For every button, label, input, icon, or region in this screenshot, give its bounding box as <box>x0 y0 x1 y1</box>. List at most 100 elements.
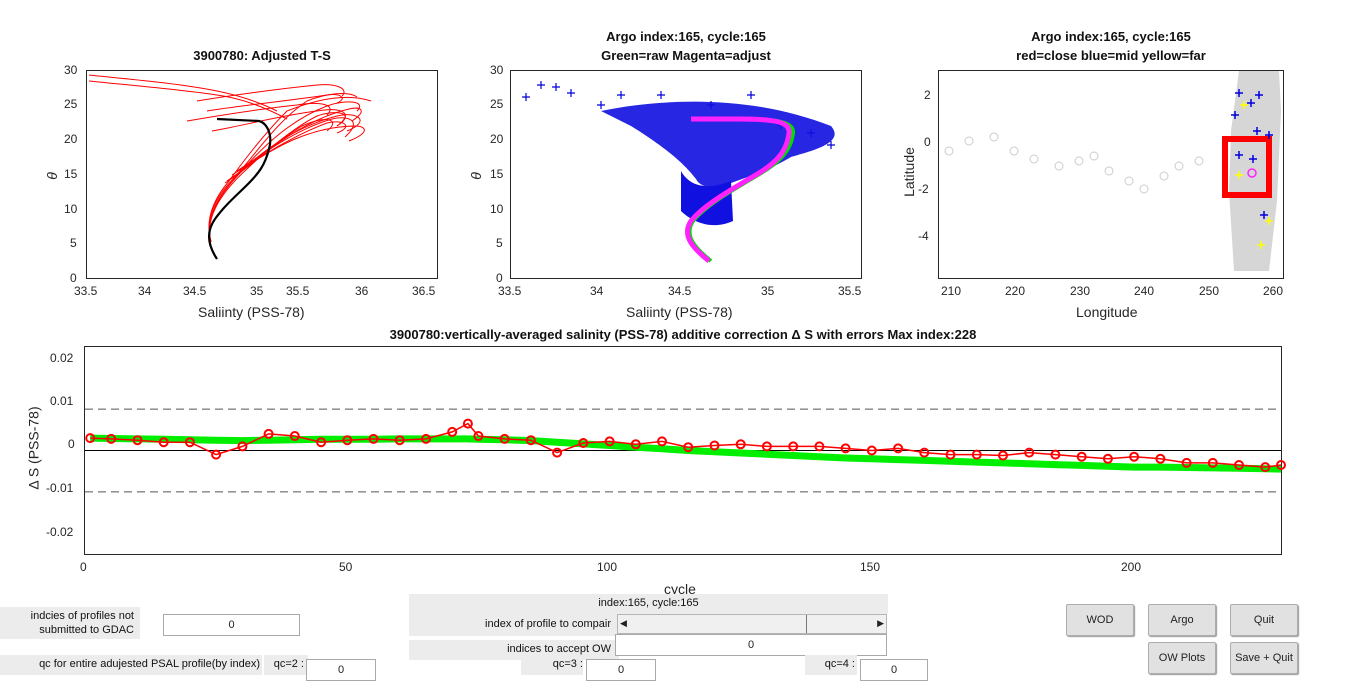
correction-point <box>1050 449 1061 460</box>
historical-cloud-body <box>601 101 835 188</box>
correction-point <box>462 418 473 429</box>
correction-point <box>709 440 720 451</box>
not-submitted-input[interactable]: 0 <box>163 614 300 636</box>
selection-box <box>1222 136 1272 198</box>
correction-point <box>1276 460 1286 470</box>
corr-xtick: 100 <box>597 560 618 574</box>
qc2-input[interactable]: 0 <box>306 659 376 681</box>
ts-ytick: 15 <box>64 167 78 181</box>
correction-point <box>1207 457 1218 468</box>
correction-point <box>158 437 169 448</box>
map-plot-axes[interactable] <box>938 70 1284 279</box>
correction-point <box>630 439 641 450</box>
corr-ytick: -0.02 <box>46 525 74 539</box>
argo-button[interactable]: Argo <box>1148 604 1216 636</box>
ts-ylabel: θ <box>43 172 60 180</box>
qc-entire-panel <box>0 655 262 675</box>
map-ytick: -4 <box>918 229 929 243</box>
raw-adj-xtick: 34.5 <box>668 284 692 298</box>
far-points <box>1235 101 1273 249</box>
slider-left-arrow-icon[interactable]: ◀ <box>620 618 627 628</box>
correction-point <box>735 439 746 450</box>
map-title-line1: Argo index:165, cycle:165 <box>1031 29 1191 44</box>
correction-plot-axes[interactable] <box>84 346 1286 555</box>
ow-plots-button[interactable]: OW Plots <box>1148 642 1216 674</box>
map-xtick: 260 <box>1263 284 1284 298</box>
correction-plot-canvas <box>85 408 1286 493</box>
current-position <box>1247 168 1257 178</box>
correction-point <box>971 449 982 460</box>
ts-ytick: 20 <box>64 132 78 146</box>
ts-plot-canvas <box>88 74 372 260</box>
not-submitted-panel <box>0 607 140 639</box>
map-xtick: 220 <box>1005 284 1026 298</box>
not-submitted-label: indcies of profiles not submitted to GDA… <box>30 610 134 636</box>
ts-ytick: 25 <box>64 97 78 111</box>
correction-point <box>657 436 667 447</box>
correction-point <box>499 433 510 444</box>
ts-profile-curves <box>88 74 372 243</box>
quit-button[interactable]: Quit <box>1230 604 1298 636</box>
index-compare-label: index of profile to compair <box>485 618 611 630</box>
ts-plot-axes[interactable] <box>86 70 438 279</box>
correction-point <box>604 436 615 447</box>
ts-selected-profile <box>208 117 272 260</box>
fit-error-band <box>90 434 1282 473</box>
index-compare-slider[interactable]: ◀ ▶ <box>617 614 887 634</box>
wod-button[interactable]: WOD <box>1066 604 1134 636</box>
raw-adj-ytick: 10 <box>490 202 504 216</box>
raw-adj-ytick: 25 <box>490 97 504 111</box>
profile-info-panel <box>409 594 888 614</box>
correction-point <box>237 441 248 452</box>
accept-ow-input[interactable]: 0 <box>615 634 887 656</box>
qc4-label: qc=4 : <box>824 658 855 670</box>
correction-point <box>893 443 904 454</box>
correction-point <box>447 426 458 437</box>
qc2-label: qc=2 : <box>273 658 304 670</box>
ts-xtick: 35.5 <box>286 284 310 298</box>
raw-adj-ytick: 15 <box>490 167 504 181</box>
adjusted-profile <box>685 116 792 263</box>
raw-adj-plot-canvas <box>522 81 835 263</box>
raw-adj-xtick: 35 <box>761 284 775 298</box>
raw-adj-xtick: 33.5 <box>498 284 522 298</box>
qc4-input[interactable]: 0 <box>860 659 928 681</box>
correction-point <box>1102 453 1113 464</box>
slider-thumb[interactable] <box>806 615 807 633</box>
corr-xtick: 150 <box>860 560 881 574</box>
correction-point <box>473 431 484 441</box>
ts-xtick: 34.5 <box>183 284 207 298</box>
accept-ow-label: indices to accept OW <box>507 643 611 655</box>
qc3-input[interactable]: 0 <box>586 659 656 681</box>
correction-point <box>132 435 143 446</box>
map-ytick: 2 <box>924 88 931 102</box>
ts-ytick: 0 <box>70 271 77 285</box>
ts-xtick: 36.5 <box>412 284 436 298</box>
index-compare-panel <box>409 614 619 636</box>
correction-point <box>814 441 825 452</box>
raw-adj-title-line1: Argo index:165, cycle:165 <box>606 29 766 44</box>
map-ytick: 0 <box>924 135 931 149</box>
map-xtick: 230 <box>1070 284 1091 298</box>
save-quit-button[interactable]: Save + Quit <box>1230 642 1298 674</box>
ts-xtick: 35 <box>250 284 264 298</box>
correction-point <box>1129 451 1140 462</box>
correction-point <box>106 433 117 444</box>
map-xtick: 240 <box>1134 284 1155 298</box>
correction-point <box>1181 457 1192 468</box>
qc3-panel <box>521 655 583 675</box>
correction-point <box>552 447 563 458</box>
slider-right-arrow-icon[interactable]: ▶ <box>877 618 884 628</box>
correction-point <box>1155 453 1166 464</box>
raw-adj-xtick: 34 <box>590 284 604 298</box>
correction-point <box>342 435 353 446</box>
ts-ytick: 10 <box>64 202 78 216</box>
raw-adj-plot-axes[interactable] <box>510 70 862 279</box>
corr-ytick: 0.02 <box>50 351 74 365</box>
correction-point <box>866 445 877 456</box>
corr-xlabel: cycle <box>664 581 696 597</box>
ts-xtick: 33.5 <box>74 284 98 298</box>
ts-xtick: 36 <box>355 284 369 298</box>
correction-title: 3900780:vertically-averaged salinity (PS… <box>389 327 977 342</box>
corr-xtick: 200 <box>1121 560 1142 574</box>
